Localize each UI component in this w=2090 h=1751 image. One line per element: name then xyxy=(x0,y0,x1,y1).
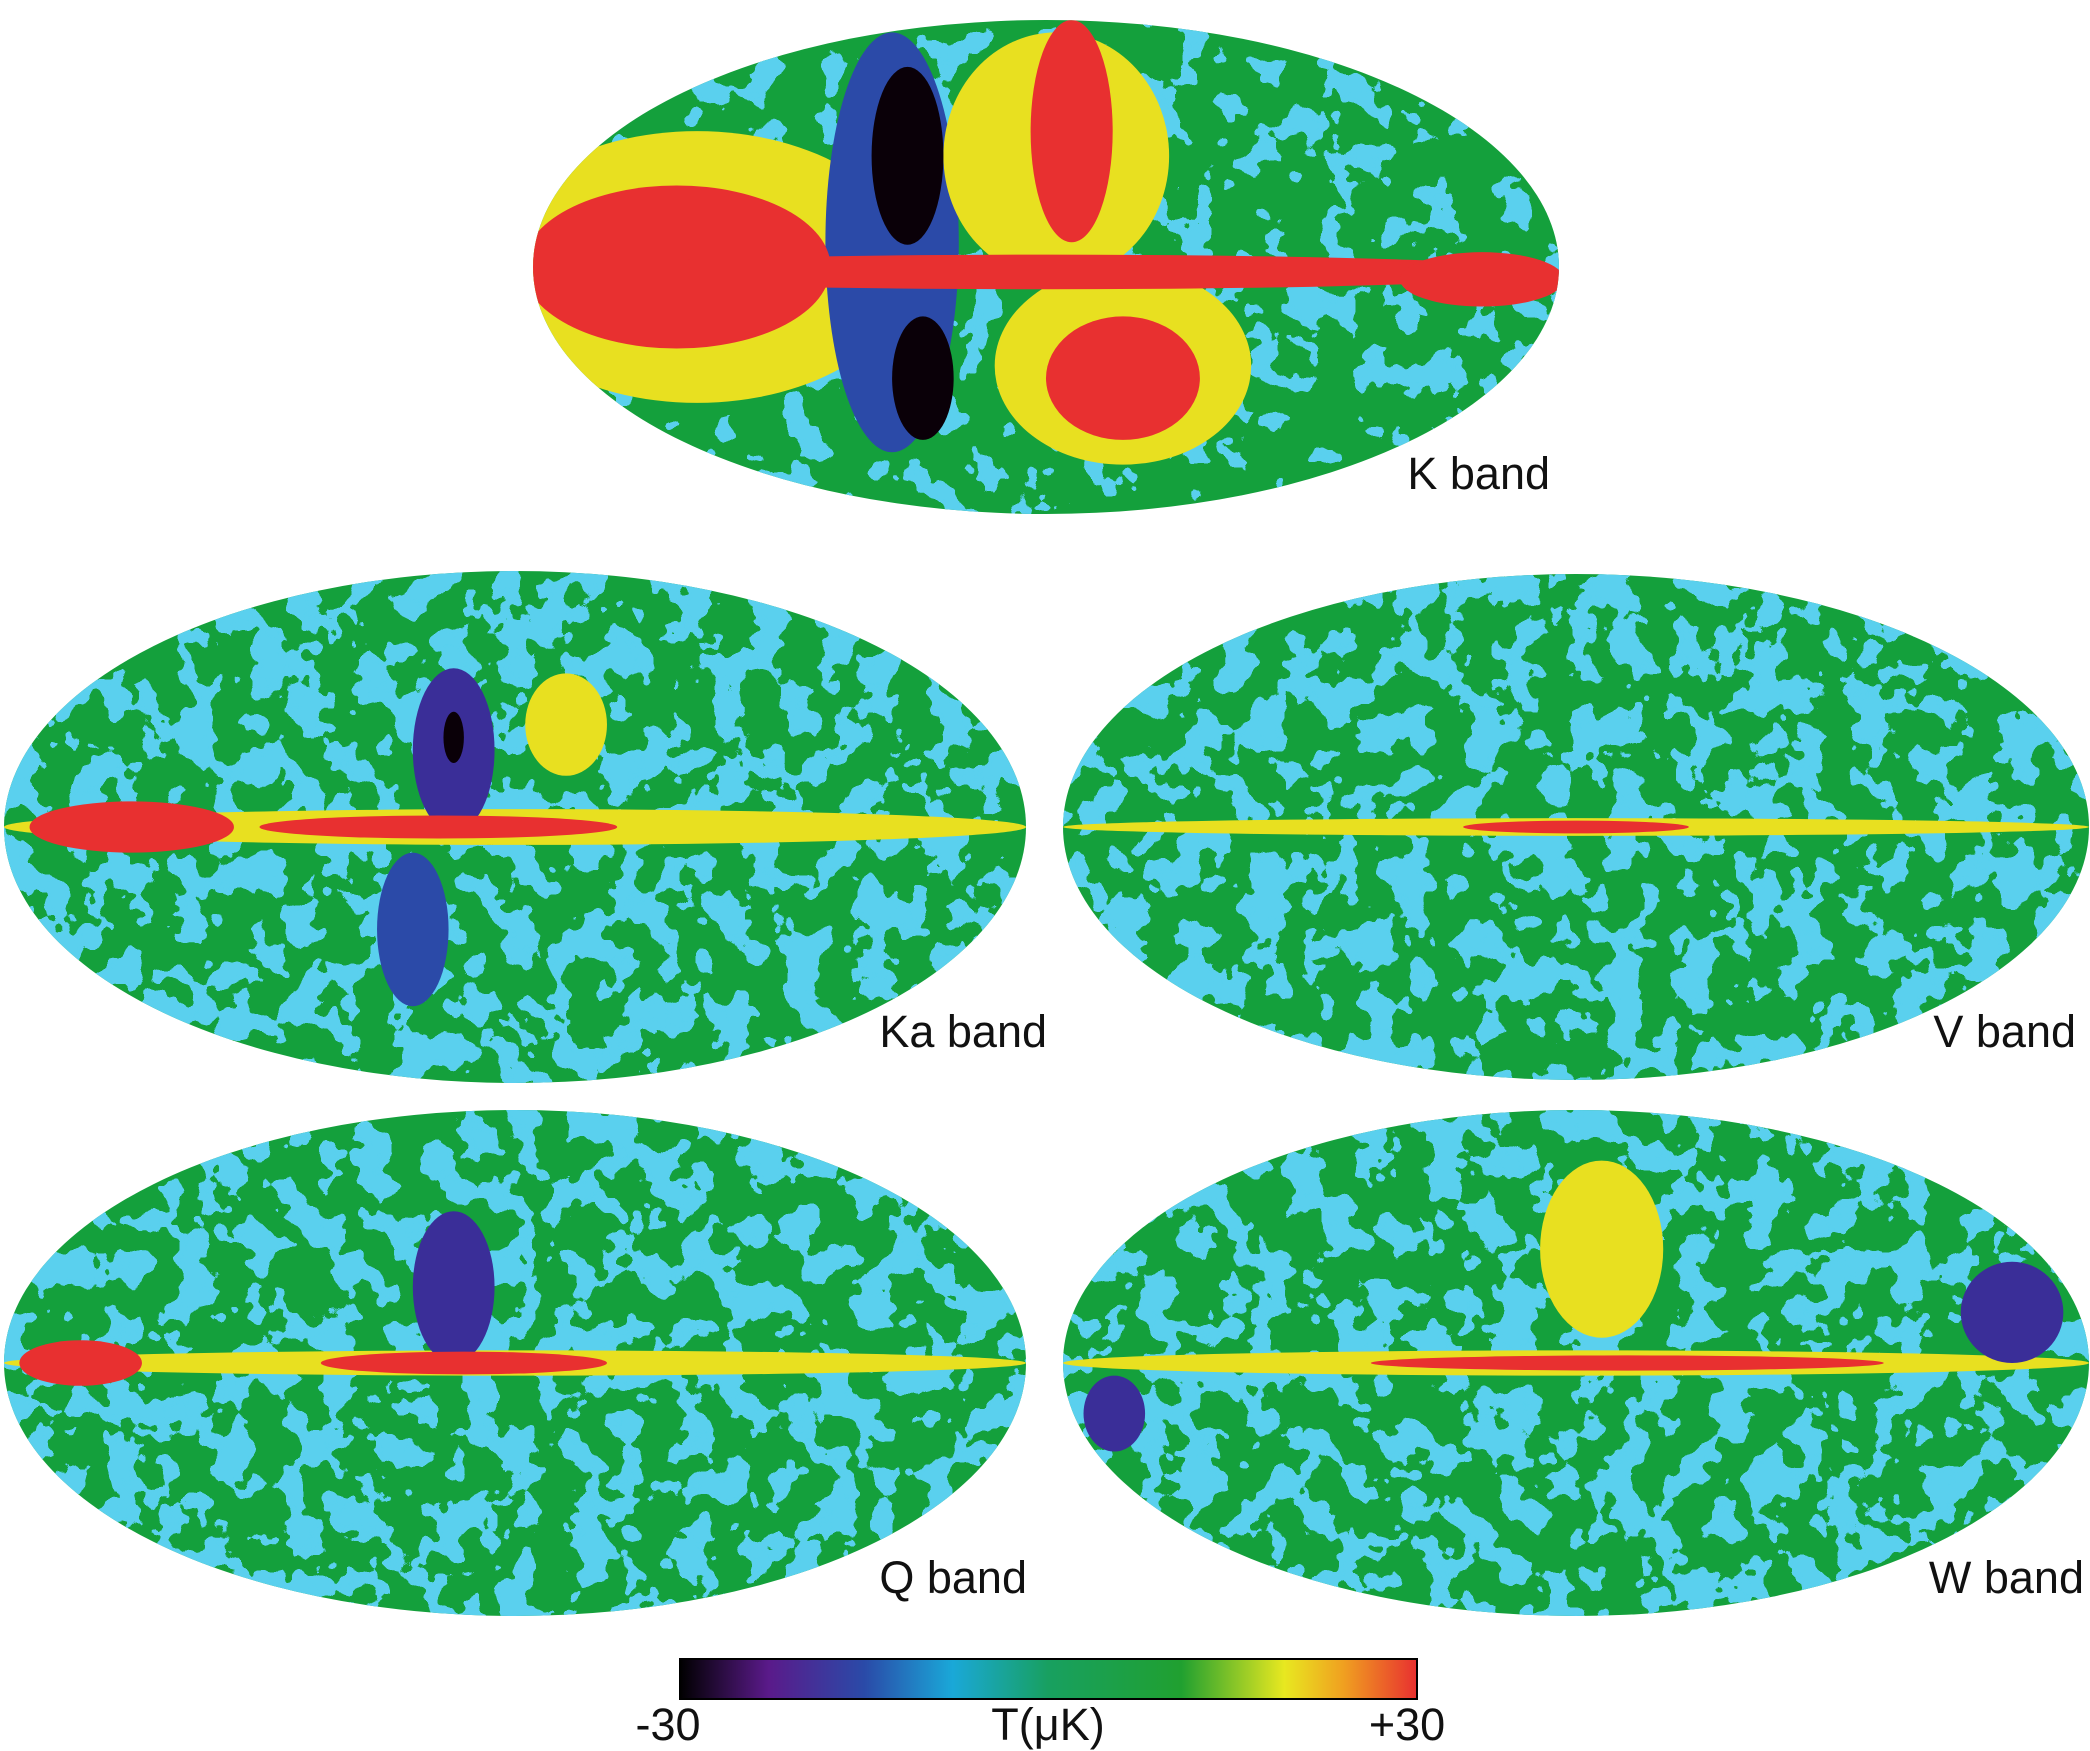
sky-map xyxy=(533,20,1559,514)
map-feature xyxy=(892,316,954,440)
map-feature xyxy=(1399,252,1559,307)
map-label: Q band xyxy=(879,1552,1027,1603)
map-feature xyxy=(1083,1375,1146,1452)
map-feature xyxy=(525,673,607,776)
sky-maps: K band Ka band V band Q band W band xyxy=(4,20,2089,1616)
map-label: Ka band xyxy=(879,1006,1047,1057)
map-feature xyxy=(29,801,234,853)
map-feature xyxy=(1540,1160,1664,1338)
map-label: W band xyxy=(1929,1552,2084,1603)
map-feature xyxy=(412,1211,495,1363)
colorbar-label: T(μK) xyxy=(991,1699,1104,1750)
map-label: K band xyxy=(1407,448,1550,499)
map-feature xyxy=(533,254,1559,290)
sky-map xyxy=(4,571,1026,1083)
colorbar-tick-label: +30 xyxy=(1369,1699,1445,1750)
colorbar-tick-label: -30 xyxy=(635,1699,700,1750)
colorbar-scale xyxy=(679,1658,1418,1700)
map-feature xyxy=(320,1351,607,1375)
map-feature xyxy=(871,66,944,245)
map-feature xyxy=(377,852,449,1007)
sky-map xyxy=(1063,1110,2089,1616)
map-feature xyxy=(1463,820,1689,834)
map-feature xyxy=(1030,20,1113,243)
sky-map xyxy=(4,1110,1026,1616)
sky-map xyxy=(1063,574,2089,1080)
map-feature xyxy=(259,815,618,839)
map-feature xyxy=(1960,1261,2064,1363)
map-label: V band xyxy=(1933,1006,2076,1057)
map-feature xyxy=(1370,1355,1884,1371)
map-feature xyxy=(443,711,464,764)
map-feature xyxy=(1046,316,1200,440)
map-feature xyxy=(19,1340,142,1386)
colorbar: T(μK) -30 +30 xyxy=(635,1658,1445,1750)
